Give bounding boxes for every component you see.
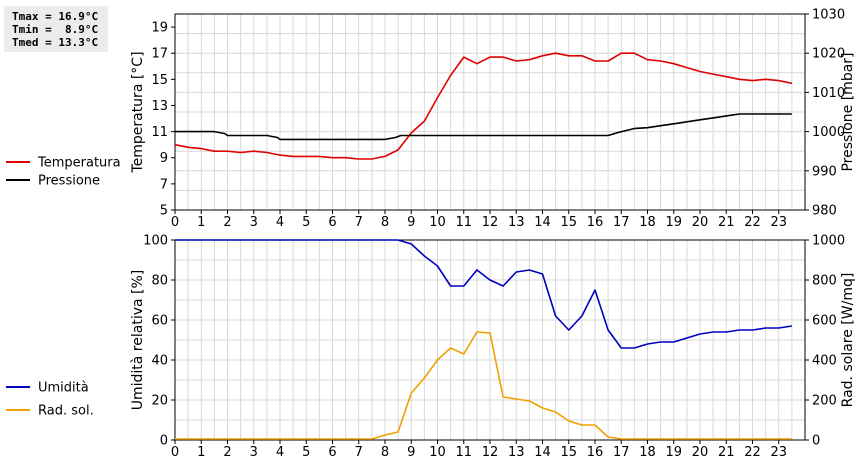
- series-line-umidit-: [175, 239, 793, 349]
- y-tick-label-left: 7: [160, 177, 168, 192]
- x-tick-label: 14: [534, 445, 551, 460]
- y-tick-label-left: 5: [160, 204, 168, 219]
- y-tick-label-left: 11: [151, 125, 168, 140]
- x-tick-label: 16: [587, 445, 604, 460]
- y-tick-label-left: 17: [151, 47, 168, 62]
- y-tick-label-left: 80: [151, 274, 168, 289]
- tmax-text: Tmax = 16.9°C: [12, 10, 99, 23]
- series-line-temperatura: [174, 52, 793, 160]
- y-tick-label-left: 19: [151, 21, 168, 36]
- tmin-text: Tmin = 8.9°C: [12, 23, 99, 36]
- x-tick-label: 18: [639, 215, 656, 230]
- stats-box: Tmax = 16.9°C Tmin = 8.9°C Tmed = 13.3°C: [4, 6, 108, 52]
- y-tick-label-right: 600: [812, 314, 837, 329]
- y-axis-label-left: Temperatura [°C]: [130, 51, 146, 173]
- x-tick-label: 22: [744, 215, 761, 230]
- x-tick-label: 9: [407, 215, 415, 230]
- x-tick-label: 4: [276, 215, 284, 230]
- x-tick-label: 17: [613, 445, 630, 460]
- x-tick-label: 0: [171, 215, 179, 230]
- y-tick-label-left: 13: [151, 99, 168, 114]
- y-tick-label-right: 400: [812, 354, 837, 369]
- x-tick-label: 2: [223, 215, 231, 230]
- x-tick-label: 4: [276, 445, 284, 460]
- y-tick-label-right: 990: [812, 164, 837, 179]
- y-axis-label-left: Umidità relativa [%]: [130, 270, 146, 411]
- y-tick-label-right: 0: [812, 434, 820, 449]
- x-tick-label: 17: [613, 215, 630, 230]
- x-tick-label: 21: [718, 445, 735, 460]
- y-tick-label-left: 9: [160, 151, 168, 166]
- legend-label: Umidità: [38, 381, 89, 396]
- x-tick-label: 11: [455, 215, 472, 230]
- x-tick-label: 12: [482, 215, 499, 230]
- y-tick-label-right: 800: [812, 274, 837, 289]
- x-tick-label: 11: [455, 445, 472, 460]
- x-tick-label: 2: [223, 445, 231, 460]
- y-tick-label-right: 200: [812, 394, 837, 409]
- x-tick-label: 7: [355, 215, 363, 230]
- x-tick-label: 16: [587, 215, 604, 230]
- x-tick-label: 14: [534, 215, 551, 230]
- y-axis-label-right: Pressione [mbar]: [840, 52, 856, 171]
- x-tick-label: 10: [429, 215, 446, 230]
- x-tick-label: 19: [665, 215, 682, 230]
- x-tick-label: 5: [302, 445, 310, 460]
- x-tick-label: 8: [381, 445, 389, 460]
- x-tick-label: 1: [197, 215, 205, 230]
- x-tick-label: 6: [328, 445, 336, 460]
- y-tick-label-right: 1000: [812, 125, 845, 140]
- y-tick-label-right: 1030: [812, 8, 845, 23]
- y-tick-label-left: 20: [151, 394, 168, 409]
- y-axis-label-right: Rad. solare [W/mq]: [840, 273, 856, 408]
- x-tick-label: 13: [508, 445, 525, 460]
- x-tick-label: 20: [692, 445, 709, 460]
- series-line-rad-sol-: [175, 331, 792, 440]
- y-tick-label-left: 60: [151, 314, 168, 329]
- chart-1: 0 1 2 3 4 5 6 7 8 9 10 11 12 13 14 15 16 17 18 19 20 21 22 2357…: [6, 8, 856, 230]
- y-tick-label-left: 100: [143, 234, 168, 249]
- y-tick-label-left: 15: [151, 73, 168, 88]
- x-tick-label: 21: [718, 215, 735, 230]
- y-tick-label-right: 1010: [812, 86, 845, 101]
- legend-label: Pressione: [38, 174, 100, 189]
- x-tick-label: 1: [197, 445, 205, 460]
- x-tick-label: 12: [482, 445, 499, 460]
- x-tick-label: 18: [639, 445, 656, 460]
- x-tick-label: 15: [560, 445, 577, 460]
- x-tick-label: 6: [328, 215, 336, 230]
- y-tick-label-right: 1000: [812, 234, 845, 249]
- x-tick-label: 7: [355, 445, 363, 460]
- chart-2: 0 1 2 3 4 5 6 7 8 9 10 11 12 13 14 15 16 17 18 19 20 21 22 2302…: [6, 234, 856, 460]
- x-tick-label: 15: [560, 215, 577, 230]
- y-tick-label-left: 0: [160, 434, 168, 449]
- x-tick-label: 0: [171, 445, 179, 460]
- x-tick-label: 8: [381, 215, 389, 230]
- x-tick-label: 22: [744, 445, 761, 460]
- x-tick-label: 23: [770, 445, 787, 460]
- x-tick-label: 5: [302, 215, 310, 230]
- legend-label: Temperatura: [37, 156, 121, 171]
- x-tick-label: 23: [770, 215, 787, 230]
- legend-label: Rad. sol.: [38, 404, 94, 419]
- tmed-text: Tmed = 13.3°C: [12, 36, 99, 49]
- x-tick-label: 13: [508, 215, 525, 230]
- series-line-pressione: [175, 113, 792, 141]
- x-tick-label: 3: [250, 445, 258, 460]
- y-tick-label-left: 40: [151, 354, 168, 369]
- x-tick-label: 9: [407, 445, 415, 460]
- y-tick-label-right: 1020: [812, 47, 845, 62]
- x-tick-label: 10: [429, 445, 446, 460]
- x-tick-label: 3: [250, 215, 258, 230]
- y-tick-label-right: 980: [812, 204, 837, 219]
- x-tick-label: 19: [665, 445, 682, 460]
- x-tick-label: 20: [692, 215, 709, 230]
